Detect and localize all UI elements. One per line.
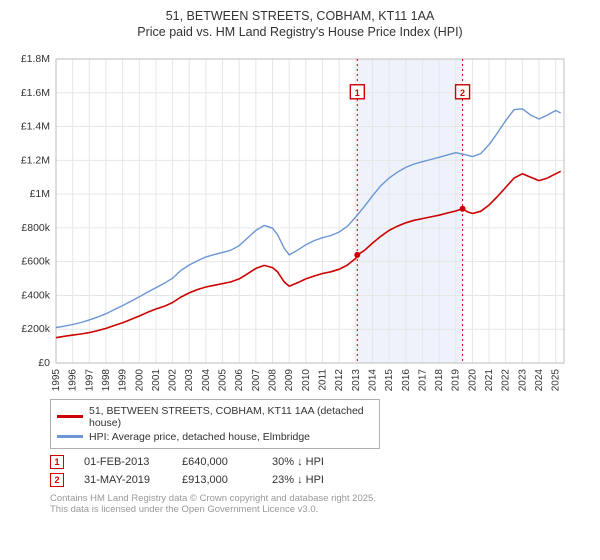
footer-line: Contains HM Land Registry data © Crown c… <box>50 493 590 505</box>
svg-text:2009: 2009 <box>284 368 295 391</box>
svg-text:£400k: £400k <box>21 289 50 301</box>
chart-title: 51, BETWEEN STREETS, COBHAM, KT11 1AA Pr… <box>10 8 590 41</box>
svg-text:2008: 2008 <box>268 368 279 391</box>
title-subtitle: Price paid vs. HM Land Registry's House … <box>10 24 590 40</box>
svg-text:2000: 2000 <box>134 368 145 391</box>
svg-text:1999: 1999 <box>118 368 129 391</box>
svg-text:2011: 2011 <box>317 368 328 390</box>
svg-text:2024: 2024 <box>534 368 545 391</box>
svg-text:2023: 2023 <box>517 368 528 391</box>
svg-text:1997: 1997 <box>84 368 95 391</box>
svg-text:2021: 2021 <box>484 368 495 391</box>
svg-text:2004: 2004 <box>201 368 212 391</box>
svg-text:£1.8M: £1.8M <box>21 53 50 65</box>
chart-svg: £0 £200k £400k £600k £800k £1M £1.2M £1.4M £1.6M… <box>10 53 570 393</box>
svg-text:£200k: £200k <box>21 323 50 335</box>
svg-text:£1M: £1M <box>30 188 50 200</box>
svg-text:2002: 2002 <box>168 368 179 391</box>
footer-line: This data is licensed under the Open Gov… <box>50 504 590 516</box>
legend-swatch <box>57 415 83 418</box>
sale-date: 31-MAY-2019 <box>84 474 162 486</box>
chart-area: £0 £200k £400k £600k £800k £1M £1.2M £1.4M £1.6M… <box>10 53 590 393</box>
svg-text:£600k: £600k <box>21 255 50 267</box>
svg-text:2020: 2020 <box>467 368 478 391</box>
sale-pct: 30% ↓ HPI <box>272 456 362 468</box>
sale-price: £640,000 <box>182 456 252 468</box>
legend-label: HPI: Average price, detached house, Elmb… <box>89 431 310 443</box>
sale-marker-icon: 2 <box>50 473 64 487</box>
svg-text:1995: 1995 <box>51 368 62 391</box>
svg-text:2016: 2016 <box>401 368 412 391</box>
svg-text:1996: 1996 <box>68 368 79 391</box>
svg-text:2019: 2019 <box>451 368 462 391</box>
svg-text:2: 2 <box>460 87 465 97</box>
svg-text:2010: 2010 <box>301 368 312 391</box>
legend-label: 51, BETWEEN STREETS, COBHAM, KT11 1AA (d… <box>89 405 373 429</box>
svg-text:2003: 2003 <box>184 368 195 391</box>
svg-text:£0: £0 <box>38 357 50 369</box>
svg-text:2017: 2017 <box>417 368 428 391</box>
svg-text:£1.4M: £1.4M <box>21 120 50 132</box>
sale-price: £913,000 <box>182 474 252 486</box>
sale-marker-icon: 1 <box>50 455 64 469</box>
svg-text:£800k: £800k <box>21 221 50 233</box>
svg-text:1: 1 <box>355 87 360 97</box>
svg-text:2025: 2025 <box>551 368 562 391</box>
svg-text:£1.2M: £1.2M <box>21 154 50 166</box>
sale-pct: 23% ↓ HPI <box>272 474 362 486</box>
svg-text:2006: 2006 <box>234 368 245 391</box>
svg-text:£1.6M: £1.6M <box>21 86 50 98</box>
svg-text:2013: 2013 <box>351 368 362 391</box>
svg-text:2005: 2005 <box>218 368 229 391</box>
svg-text:2012: 2012 <box>334 368 345 391</box>
sale-row: 1 01-FEB-2013 £640,000 30% ↓ HPI <box>50 453 590 471</box>
legend: 51, BETWEEN STREETS, COBHAM, KT11 1AA (d… <box>50 399 380 449</box>
svg-text:2022: 2022 <box>501 368 512 391</box>
svg-text:2018: 2018 <box>434 368 445 391</box>
sale-date: 01-FEB-2013 <box>84 456 162 468</box>
title-address: 51, BETWEEN STREETS, COBHAM, KT11 1AA <box>10 8 590 24</box>
svg-text:1998: 1998 <box>101 368 112 391</box>
legend-item-price-paid: 51, BETWEEN STREETS, COBHAM, KT11 1AA (d… <box>57 404 373 430</box>
svg-text:2001: 2001 <box>151 368 162 391</box>
footer-attribution: Contains HM Land Registry data © Crown c… <box>50 493 590 517</box>
svg-text:2007: 2007 <box>251 368 262 391</box>
legend-item-hpi: HPI: Average price, detached house, Elmb… <box>57 430 373 444</box>
sale-row: 2 31-MAY-2019 £913,000 23% ↓ HPI <box>50 471 590 489</box>
legend-swatch <box>57 435 83 438</box>
svg-text:2014: 2014 <box>367 368 378 391</box>
svg-text:2015: 2015 <box>384 368 395 391</box>
sale-annotations: 1 01-FEB-2013 £640,000 30% ↓ HPI 2 31-MA… <box>50 453 590 489</box>
